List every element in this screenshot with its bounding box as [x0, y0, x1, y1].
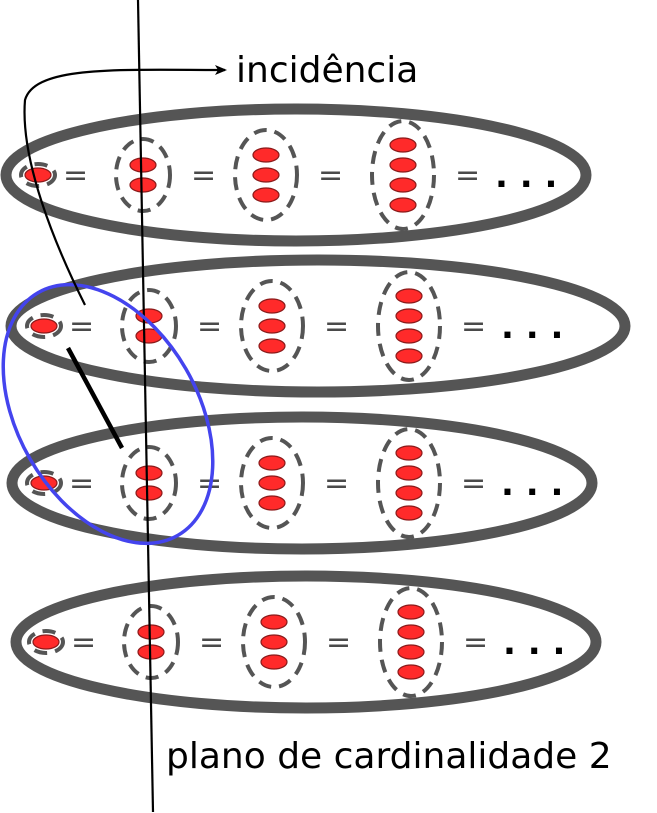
ellipsis-dots: . . . — [495, 156, 557, 196]
set-element — [389, 157, 417, 173]
set-element — [397, 644, 425, 660]
set-element — [397, 624, 425, 640]
dashed-set-2 — [120, 288, 178, 364]
set-element — [258, 455, 286, 471]
dashed-set-1 — [25, 313, 63, 339]
outer-ring — [10, 570, 602, 714]
dashed-set-2 — [120, 445, 178, 521]
set-element — [389, 197, 417, 213]
set-element — [135, 465, 163, 481]
equals-sign: = — [461, 309, 486, 344]
set-element — [389, 137, 417, 153]
row-1: = = = = . . . — [0, 103, 592, 247]
set-element — [260, 654, 288, 670]
equals-sign: = — [69, 466, 94, 501]
set-element — [395, 288, 423, 304]
set-element — [258, 495, 286, 511]
incidence-arrow — [23, 64, 227, 306]
set-element — [137, 624, 165, 640]
row-2: = = = = . . . — [5, 254, 631, 398]
equals-sign: = — [197, 309, 222, 344]
dashed-set-4 — [378, 586, 444, 698]
equals-sign: = — [63, 158, 88, 193]
equals-sign: = — [461, 466, 486, 501]
outer-ring — [6, 411, 598, 555]
dashed-set-1 — [19, 162, 57, 188]
set-element — [395, 445, 423, 461]
set-element — [252, 167, 280, 183]
ellipsis-dots: . . . — [501, 464, 563, 504]
ellipsis-dots: . . . — [503, 623, 565, 663]
equals-sign: = — [71, 625, 96, 660]
dashed-set-3 — [241, 595, 307, 689]
equals-sign: = — [324, 466, 349, 501]
set-element — [395, 308, 423, 324]
set-element — [258, 318, 286, 334]
equals-sign: = — [463, 625, 488, 660]
dashed-set-1 — [27, 629, 65, 655]
dashed-set-3 — [233, 128, 299, 222]
equals-sign: = — [191, 158, 216, 193]
set-element — [135, 485, 163, 501]
outer-ring — [0, 103, 592, 247]
dashed-set-3 — [239, 436, 305, 530]
equals-sign: = — [318, 158, 343, 193]
cardinality-plane-line — [136, 0, 155, 813]
equals-sign: = — [199, 625, 224, 660]
set-element — [260, 614, 288, 630]
incidence-connector — [66, 346, 124, 450]
row-4: = = = = . . . — [10, 570, 602, 714]
set-element — [32, 634, 60, 650]
set-element — [30, 318, 58, 334]
dashed-set-4 — [376, 270, 442, 382]
set-element — [395, 328, 423, 344]
set-element — [395, 485, 423, 501]
set-element — [258, 338, 286, 354]
set-element — [252, 187, 280, 203]
dashed-set-2 — [114, 137, 172, 213]
set-element — [389, 177, 417, 193]
dashed-set-1 — [25, 470, 63, 496]
row-3: = = = =. . . — [6, 411, 598, 555]
set-element — [129, 157, 157, 173]
set-element — [395, 505, 423, 521]
set-element — [129, 177, 157, 193]
set-element — [24, 167, 52, 183]
dashed-set-4 — [370, 119, 436, 231]
set-element — [258, 298, 286, 314]
set-element — [395, 348, 423, 364]
set-element — [252, 147, 280, 163]
equals-sign: = — [69, 309, 94, 344]
set-element — [260, 634, 288, 650]
set-element — [395, 465, 423, 481]
set-element — [397, 664, 425, 680]
dashed-set-3 — [239, 279, 305, 373]
incidence-label: incidência — [236, 50, 418, 91]
dashed-set-4 — [376, 427, 442, 539]
set-element — [397, 604, 425, 620]
equals-sign: = — [324, 309, 349, 344]
equals-sign: = — [326, 625, 351, 660]
plane-label: plano de cardinalidade 2 — [166, 736, 612, 777]
ellipsis-dots: . . . — [501, 307, 563, 347]
equals-sign: = — [455, 158, 480, 193]
incidence-highlight-ellipse — [1, 282, 215, 546]
set-element — [258, 475, 286, 491]
